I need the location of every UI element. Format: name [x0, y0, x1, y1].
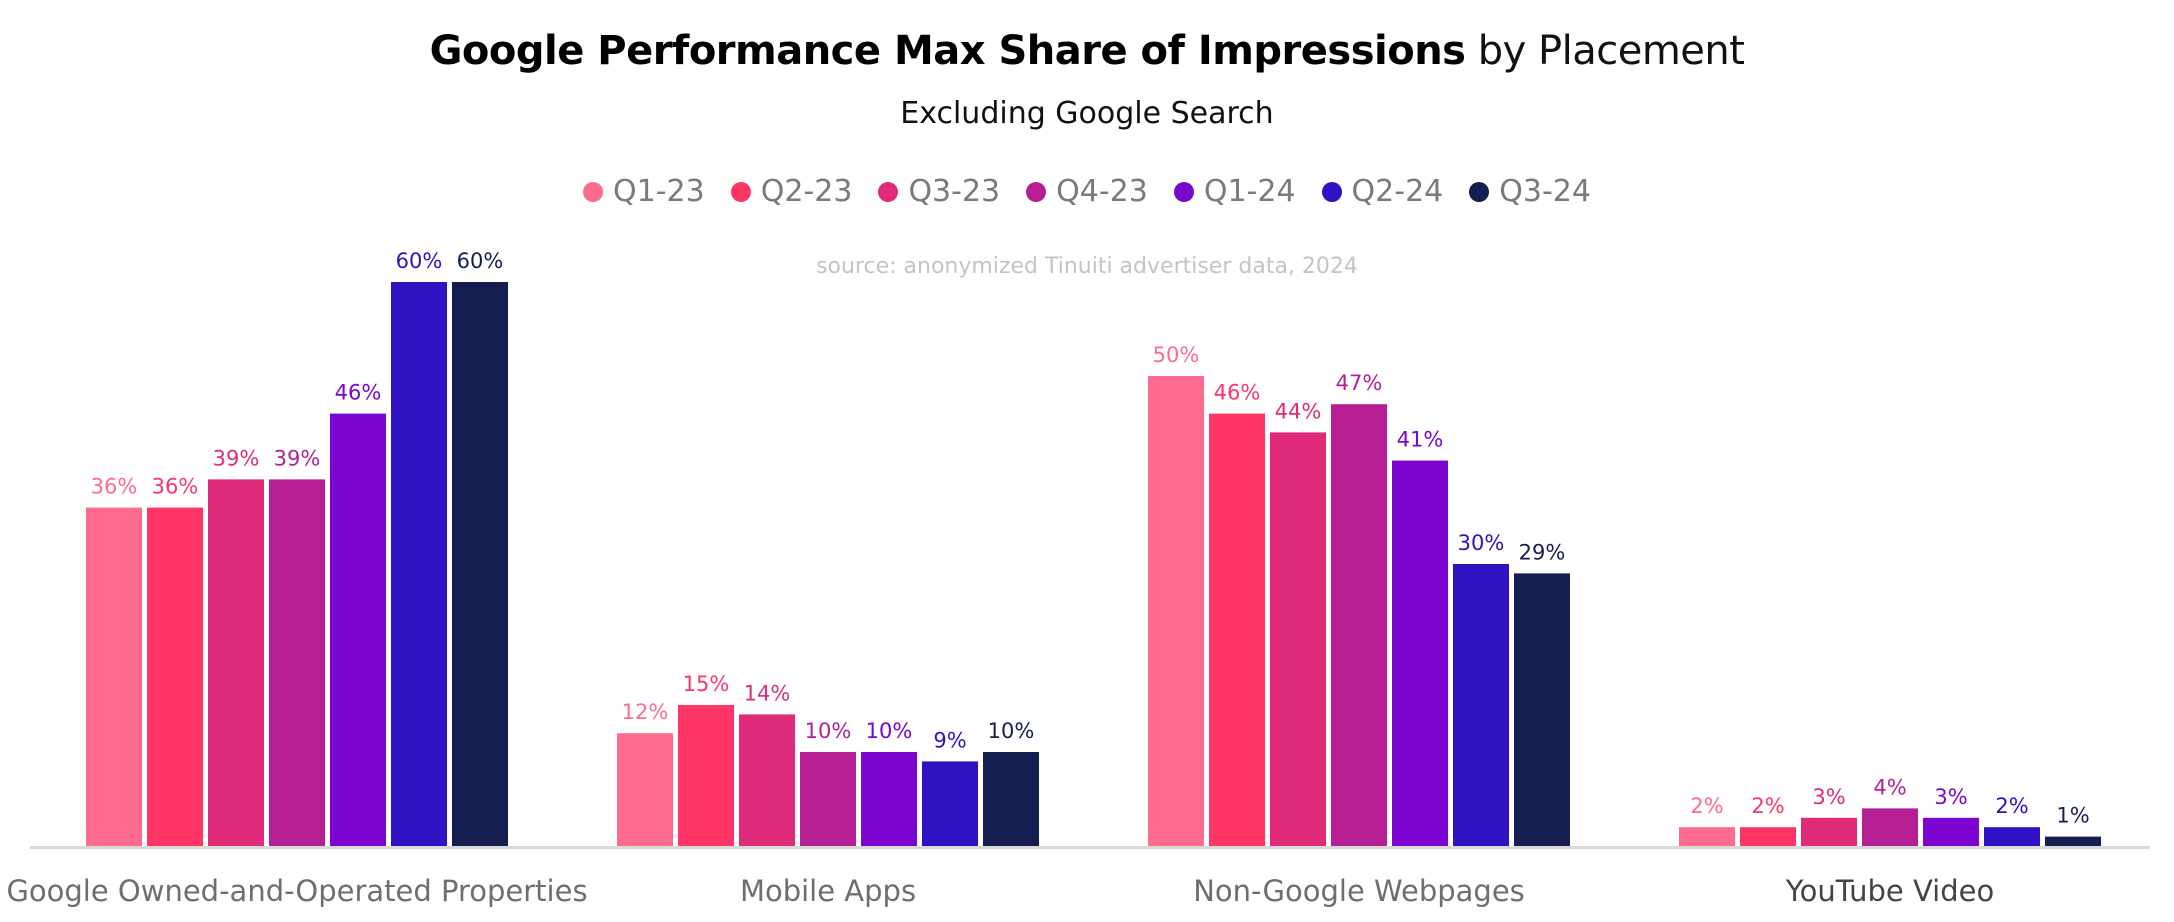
- bar-q2-24-2: [1453, 564, 1509, 846]
- x-tick-label: Google Owned-and-Operated Properties: [6, 874, 587, 908]
- legend-item-q1-24: Q1-24: [1173, 174, 1296, 209]
- x-tick-label: Non-Google Webpages: [1193, 874, 1525, 908]
- legend-marker: [583, 181, 604, 202]
- bar-q1-24-2: [1392, 460, 1448, 846]
- bar-q3-24-1: [983, 752, 1039, 846]
- bar-q3-24-0: [452, 282, 508, 846]
- data-label: 30%: [1458, 531, 1505, 555]
- data-label: 50%: [1153, 343, 1200, 367]
- bar-q3-23-1: [739, 714, 795, 846]
- legend-item-q2-23: Q2-23: [730, 174, 853, 209]
- data-label: 2%: [1690, 794, 1723, 818]
- bar-q2-23-3: [1740, 827, 1796, 846]
- bar-q2-24-3: [1984, 827, 2040, 846]
- data-label: 10%: [866, 719, 913, 743]
- bar-q3-23-0: [208, 479, 264, 846]
- chart-title-light: by Placement: [1477, 28, 1745, 74]
- legend-label: Q3-24: [1499, 174, 1591, 209]
- data-label: 2%: [1751, 794, 1784, 818]
- legend-item-q4-23: Q4-23: [1026, 174, 1148, 209]
- bar-q2-24-1: [922, 761, 978, 846]
- legend-marker: [1321, 181, 1342, 202]
- data-label: 44%: [1275, 399, 1322, 423]
- data-label: 2%: [1995, 794, 2028, 818]
- legend-item-q3-23: Q3-23: [878, 174, 1000, 209]
- chart-legend: Q1-23 Q2-23 Q3-23 Q4-23 Q1-24 Q2-24 Q3-24: [0, 174, 2174, 209]
- data-label: 10%: [805, 719, 852, 743]
- x-tick-label: YouTube Video: [1785, 874, 1994, 908]
- bar-q1-23-2: [1148, 376, 1204, 846]
- data-label: 12%: [622, 700, 669, 724]
- bar-q2-23-2: [1209, 413, 1265, 846]
- data-label: 9%: [933, 728, 966, 752]
- data-label: 46%: [1214, 381, 1261, 405]
- bar-q1-24-1: [861, 752, 917, 846]
- legend-label: Q2-23: [760, 174, 853, 209]
- bar-q4-23-2: [1331, 404, 1387, 846]
- chart-title: Google Performance Max Share of Impressi…: [0, 28, 2174, 74]
- data-label: 15%: [683, 672, 730, 696]
- data-label: 39%: [213, 446, 260, 470]
- data-label: 14%: [744, 681, 791, 705]
- legend-marker: [878, 181, 899, 202]
- bar-q3-24-2: [1514, 573, 1570, 846]
- data-label: 4%: [1873, 775, 1906, 799]
- legend-marker: [1173, 181, 1194, 202]
- legend-marker: [730, 181, 751, 202]
- bar-q4-23-1: [800, 752, 856, 846]
- bar-q3-24-3: [2045, 836, 2101, 846]
- bar-q1-24-3: [1923, 817, 1979, 846]
- data-label: 41%: [1397, 428, 1444, 452]
- bar-q4-23-0: [269, 479, 325, 846]
- bar-q1-23-1: [617, 733, 673, 846]
- data-label: 1%: [2056, 804, 2089, 828]
- data-label: 47%: [1336, 371, 1383, 395]
- data-label: 3%: [1812, 785, 1845, 809]
- bar-q3-23-3: [1801, 817, 1857, 846]
- bar-q2-23-1: [678, 705, 734, 846]
- bar-q4-23-3: [1862, 808, 1918, 846]
- legend-label: Q2-24: [1351, 174, 1444, 209]
- legend-label: Q1-24: [1203, 174, 1296, 209]
- bar-q3-23-2: [1270, 432, 1326, 846]
- bar-q1-23-0: [86, 507, 142, 846]
- data-label: 10%: [988, 719, 1035, 743]
- data-label: 29%: [1519, 540, 1566, 564]
- data-label: 36%: [91, 475, 138, 499]
- source-note: source: anonymized Tinuiti advertiser da…: [816, 254, 1358, 279]
- x-tick-label: Mobile Apps: [740, 874, 916, 908]
- chart-title-bold: Google Performance Max Share of Impressi…: [429, 28, 1466, 74]
- bar-q1-24-0: [330, 413, 386, 846]
- legend-marker: [1026, 181, 1047, 202]
- legend-marker: [1469, 181, 1490, 202]
- legend-label: Q4-23: [1056, 174, 1148, 209]
- data-label: 60%: [396, 249, 443, 273]
- bar-q2-24-0: [391, 282, 447, 846]
- legend-item-q2-24: Q2-24: [1321, 174, 1444, 209]
- legend-label: Q1-23: [613, 174, 705, 209]
- legend-label: Q3-23: [908, 174, 1001, 209]
- data-label: 60%: [457, 249, 504, 273]
- bar-q1-23-3: [1679, 827, 1735, 846]
- legend-item-q1-23: Q1-23: [583, 174, 705, 209]
- data-label: 39%: [274, 446, 321, 470]
- data-label: 3%: [1934, 785, 1967, 809]
- chart-subtitle: Excluding Google Search: [900, 96, 1274, 131]
- data-label: 46%: [335, 381, 382, 405]
- bar-q2-23-0: [147, 507, 203, 846]
- data-label: 36%: [152, 475, 199, 499]
- legend-item-q3-24: Q3-24: [1469, 174, 1591, 209]
